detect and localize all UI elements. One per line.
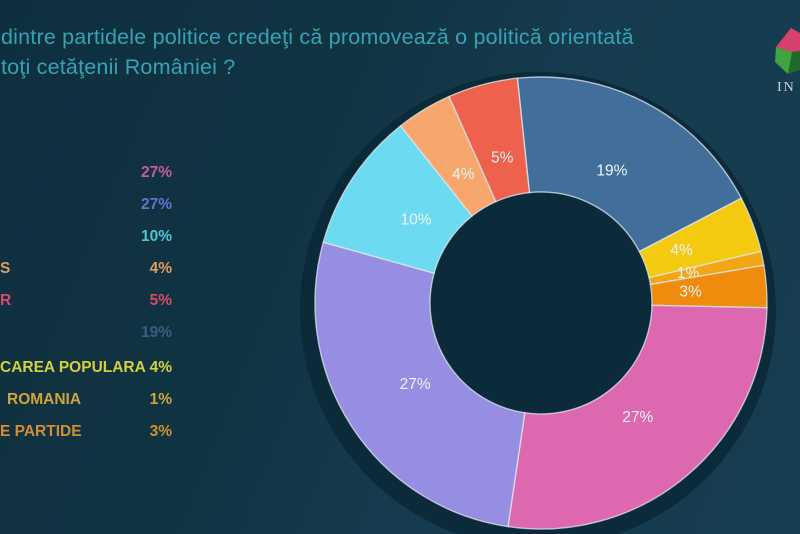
legend-label: E PARTIDE: [0, 423, 82, 440]
legend-row: 10%: [0, 226, 172, 248]
logo-cube-right-face: [788, 51, 800, 74]
legend-label: ROMANIA: [7, 391, 82, 408]
legend-value: 19%: [140, 324, 172, 341]
legend-label: S: [0, 260, 11, 277]
legend-label: CAREA POPULARA: [0, 359, 146, 376]
legend-value: 27%: [140, 164, 172, 181]
legend-value: 4%: [149, 359, 172, 376]
logo-cube-top-face: [776, 28, 800, 52]
slice-label: 4%: [452, 166, 475, 183]
slice-label: 10%: [401, 211, 432, 228]
legend-row: ROMANIA 1%: [0, 389, 172, 411]
legend-row: 27%: [0, 194, 172, 216]
legend: 27% 27% 10% S 4% R 5% 19% CAREA POPULARA 4% ROMANI…: [0, 0, 172, 460]
slice-label: 27%: [400, 376, 431, 393]
donut-slice: [314, 241, 526, 528]
slice-label: 4%: [670, 242, 693, 259]
legend-row: E PARTIDE 3%: [0, 421, 172, 443]
slice-label: 27%: [622, 409, 653, 426]
legend-value: 4%: [149, 260, 172, 277]
legend-value: 1%: [149, 391, 172, 408]
chart-title: dintre partidele politice credeţi că pro…: [1, 22, 681, 82]
legend-value: 3%: [149, 423, 172, 440]
slice-label: 5%: [491, 150, 514, 167]
donut-slice: [507, 304, 768, 530]
legend-row: S 4%: [0, 258, 172, 280]
legend-value: 5%: [149, 292, 172, 309]
slice-label: 3%: [679, 284, 702, 301]
slice-label: 19%: [596, 162, 627, 179]
legend-value: 10%: [140, 228, 172, 245]
legend-label: R: [0, 292, 12, 309]
inscop-logo: [775, 28, 800, 74]
legend-row: 27%: [0, 162, 172, 184]
legend-row: CAREA POPULARA 4%: [0, 357, 172, 379]
legend-row: 19%: [0, 322, 172, 344]
donut-slice: [516, 76, 743, 253]
donut-slice: [448, 77, 531, 203]
logo-cube-left-face: [775, 47, 792, 74]
chart-title-line2: toţi cetăţenii României ?: [1, 55, 236, 79]
legend-value: 27%: [140, 196, 172, 213]
logo-wordmark: IN: [777, 80, 796, 95]
chart-title-line1: dintre partidele politice credeţi că pro…: [1, 25, 634, 49]
legend-row: R 5%: [0, 290, 172, 312]
